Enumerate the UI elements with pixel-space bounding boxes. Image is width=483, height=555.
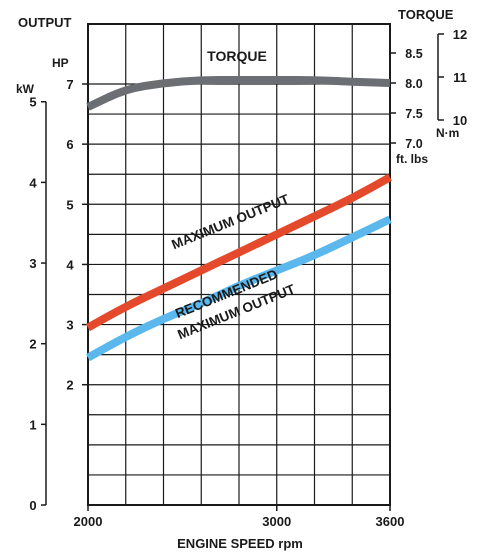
- ftlb-tick-label: 8.5: [405, 47, 422, 61]
- x-tick-label: 3000: [262, 514, 291, 529]
- hp-tick-label: 5: [66, 197, 73, 212]
- recommended-output-curve: [86, 215, 393, 362]
- nm-tick-label: 11: [453, 70, 467, 85]
- hp-tick-label: 7: [66, 77, 73, 92]
- kw-tick-label: 5: [29, 95, 36, 110]
- x-tick-label: 2000: [74, 514, 103, 529]
- grid: [87, 23, 391, 506]
- hp-tick-label: 3: [66, 318, 73, 333]
- ftlb-tick-label: 7.5: [405, 107, 422, 121]
- kw-tick-label: 0: [29, 498, 36, 513]
- ftlb-axis-label: ft. lbs: [396, 152, 428, 166]
- series-curves: [86, 76, 393, 362]
- ftlb-tick-label: 7.0: [405, 137, 422, 151]
- kw-axis-label: kW: [16, 82, 35, 96]
- kw-tick-label: 2: [29, 337, 36, 352]
- nm-tick-label: 12: [453, 27, 467, 42]
- x-tick-label: 3600: [376, 514, 405, 529]
- x-axis-label: ENGINE SPEED rpm: [177, 536, 303, 551]
- curve-labels: TORQUE MAXIMUM OUTPUT RECOMMENDED MAXIMU…: [169, 48, 297, 342]
- nm-axis-label: N·m: [436, 126, 459, 140]
- nm-tick-label: 10: [453, 113, 467, 128]
- hp-tick-label: 4: [66, 257, 74, 272]
- ftlb-tick-label: 8.0: [405, 77, 422, 91]
- axis-labels: OUTPUT HP kW TORQUE N·m ft. lbs ENGINE S…: [16, 7, 459, 551]
- kw-tick-label: 1: [29, 417, 36, 432]
- torque-curve: [86, 76, 391, 111]
- hp-axis-label: HP: [52, 56, 69, 70]
- right-axis-title: TORQUE: [398, 7, 454, 22]
- kw-tick-label: 3: [29, 256, 36, 271]
- maximum-output-curve: [86, 173, 392, 332]
- hp-tick-label: 2: [66, 378, 73, 393]
- maximum-output-curve-label: MAXIMUM OUTPUT: [169, 191, 291, 252]
- torque-curve-label: TORQUE: [207, 48, 267, 64]
- kw-tick-label: 4: [29, 175, 37, 190]
- hp-tick-label: 6: [66, 137, 73, 152]
- left-axis-title: OUTPUT: [18, 15, 72, 30]
